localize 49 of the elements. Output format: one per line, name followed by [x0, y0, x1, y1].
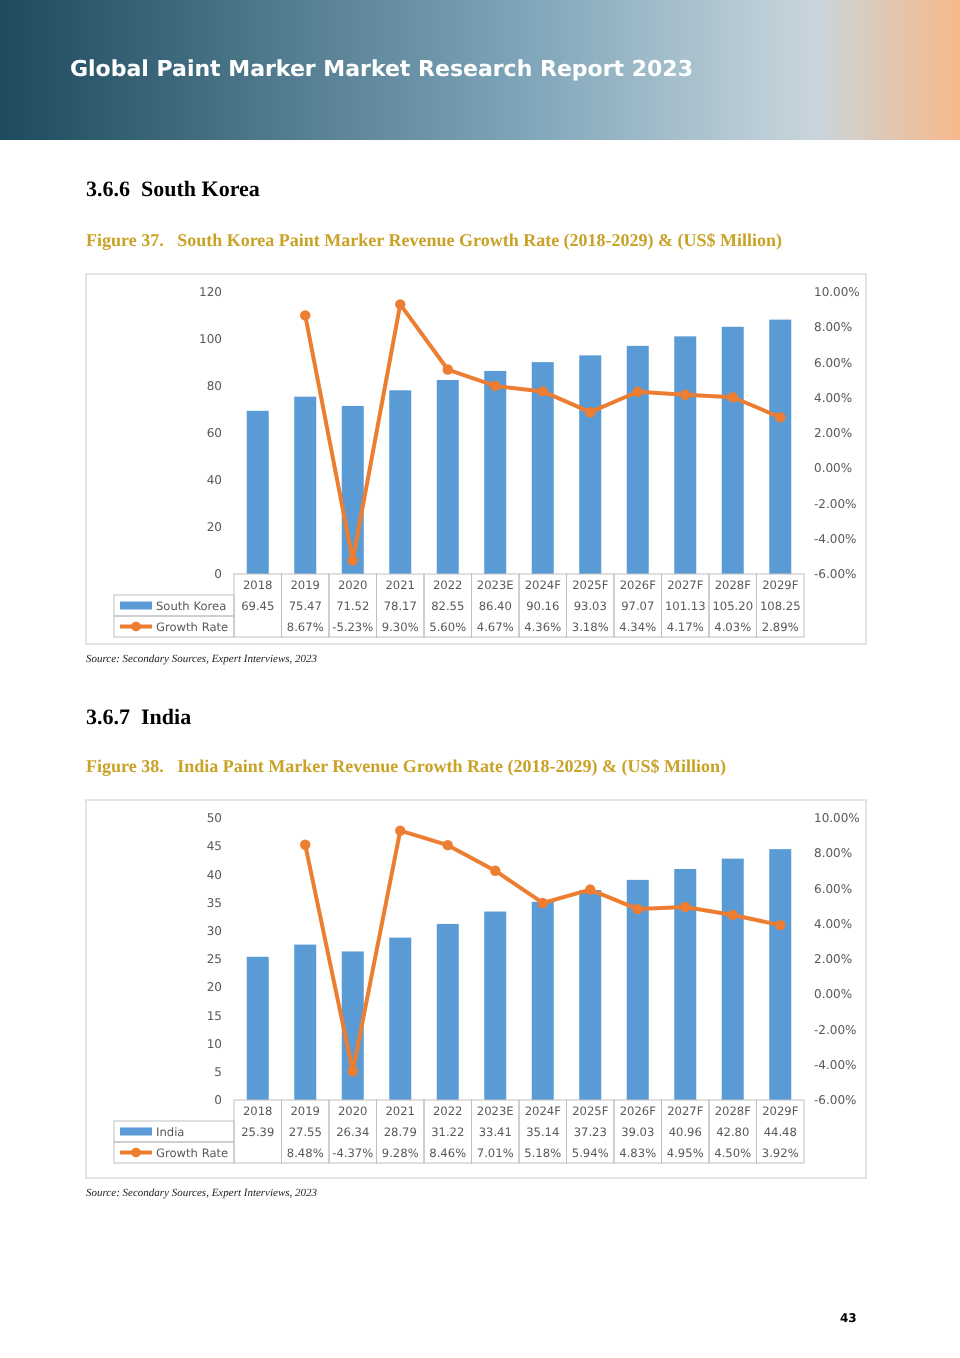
bar [531, 901, 554, 1100]
point [395, 825, 406, 836]
bar [674, 336, 697, 574]
point [490, 380, 501, 392]
point [442, 364, 453, 375]
text: Global Paint Marker Market Research Report 2023 [70, 56, 693, 82]
point [300, 310, 311, 321]
point [585, 884, 596, 895]
text: 3.6.6 South Korea [86, 178, 261, 202]
point [585, 407, 596, 418]
bar [484, 911, 507, 1100]
bar [294, 944, 317, 1100]
bar [579, 355, 602, 574]
bar [721, 326, 744, 574]
point [680, 901, 691, 913]
bar [626, 879, 649, 1100]
point [300, 839, 311, 850]
bar [436, 923, 459, 1100]
bar [389, 390, 412, 574]
bar [626, 345, 649, 574]
point [727, 909, 738, 921]
bar [531, 362, 554, 574]
point [347, 1066, 358, 1077]
point [680, 389, 691, 400]
point [395, 299, 406, 310]
bar [246, 956, 269, 1100]
bar [436, 380, 459, 574]
chart-title: Figure 37. South Korea Paint Marker Revenue Growth Rate (2018-2029) & (US$ Million) [86, 230, 783, 250]
point [537, 386, 548, 397]
point [632, 903, 643, 915]
point [442, 839, 453, 851]
point [775, 919, 786, 931]
bar [246, 410, 269, 574]
bar [721, 858, 744, 1100]
bar [769, 319, 792, 574]
point [347, 555, 358, 566]
chart-title: Figure 38. India Paint Marker Revenue Growth Rate (2018-2029) & (US$ Million) [86, 756, 726, 776]
point [490, 865, 501, 876]
point [727, 392, 738, 403]
point [775, 412, 786, 423]
point [537, 897, 548, 909]
text: 3.6.7 India [86, 706, 193, 730]
bar [389, 937, 412, 1100]
bar [674, 868, 697, 1100]
bar [769, 849, 792, 1100]
bar [579, 890, 602, 1100]
bar [294, 396, 317, 574]
point [632, 386, 643, 397]
bar [484, 370, 507, 574]
